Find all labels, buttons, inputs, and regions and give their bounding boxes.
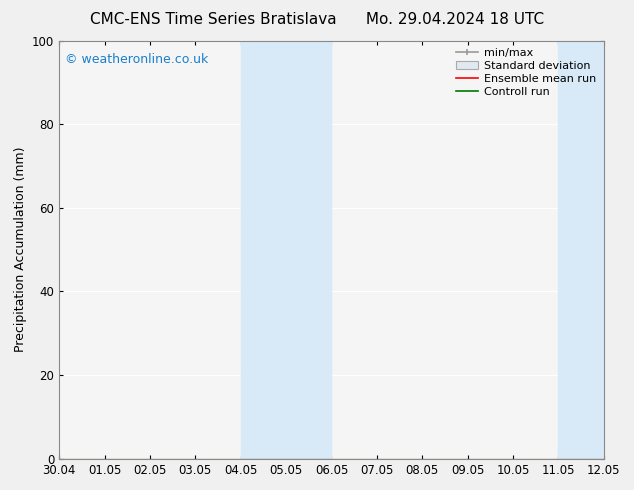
Text: © weatheronline.co.uk: © weatheronline.co.uk	[65, 53, 208, 66]
Y-axis label: Precipitation Accumulation (mm): Precipitation Accumulation (mm)	[13, 147, 27, 352]
Bar	[559, 41, 626, 459]
Bar	[241, 41, 332, 459]
Text: CMC-ENS Time Series Bratislava      Mo. 29.04.2024 18 UTC: CMC-ENS Time Series Bratislava Mo. 29.04…	[90, 12, 544, 27]
Legend: min/max, Standard deviation, Ensemble mean run, Controll run: min/max, Standard deviation, Ensemble me…	[454, 46, 598, 99]
